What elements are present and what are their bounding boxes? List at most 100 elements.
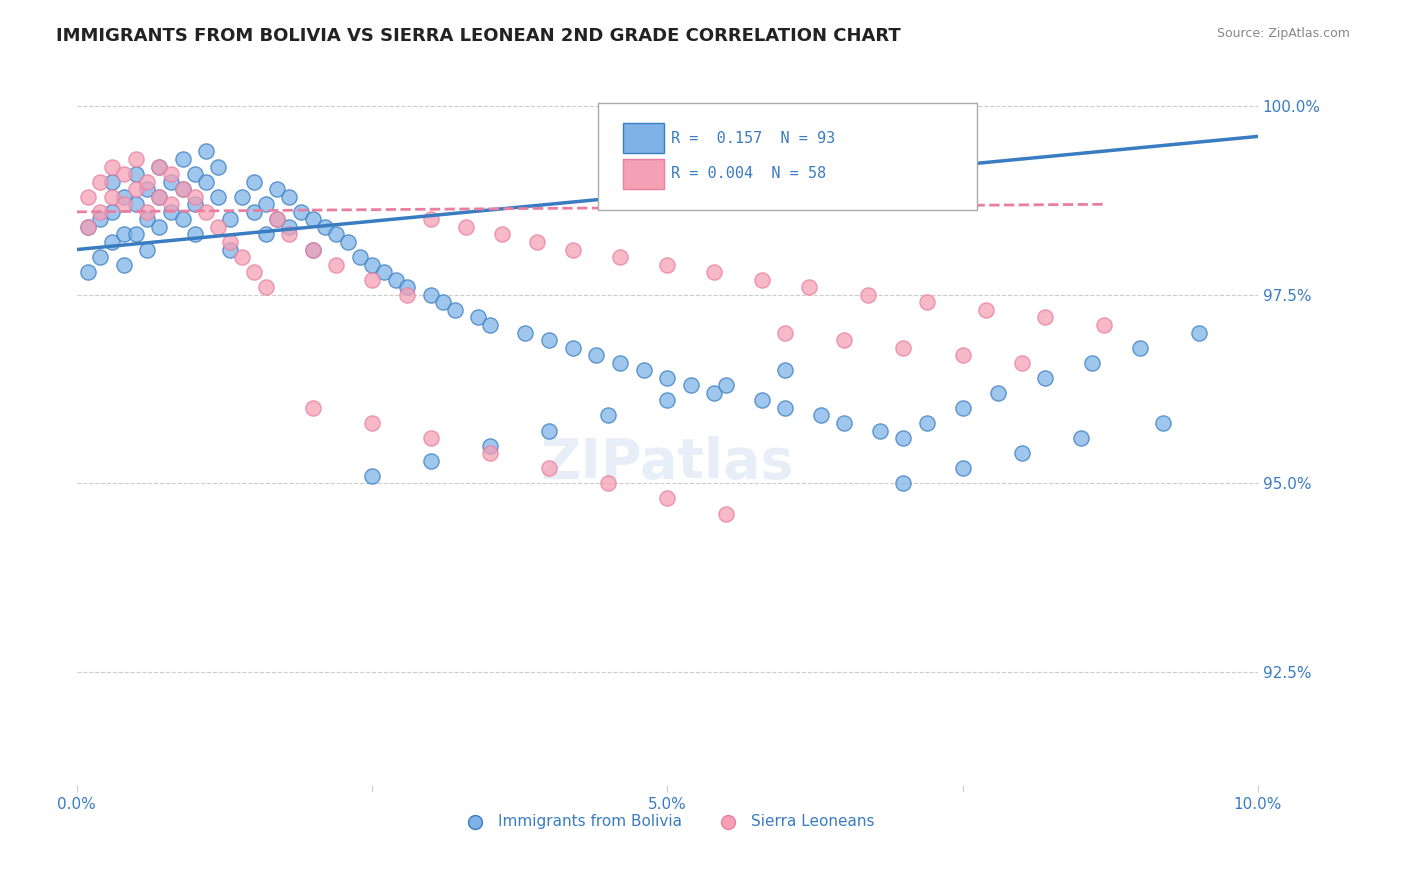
Point [219,243,242,257]
Point [703,385,725,400]
Point [987,385,1010,400]
Point [585,348,607,362]
Point [679,378,702,392]
Point [195,175,218,189]
Point [479,446,502,460]
Point [479,439,502,453]
Point [207,219,229,234]
Point [148,160,170,174]
Point [266,182,288,196]
Point [124,227,146,242]
Point [254,227,277,242]
Point [538,461,561,475]
Point [290,204,312,219]
Point [242,204,264,219]
Point [124,182,146,196]
Point [420,212,443,227]
Point [172,212,194,227]
Point [148,190,170,204]
Point [598,409,620,423]
Point [716,378,738,392]
Point [657,393,679,408]
Point [1081,356,1104,370]
Point [1033,310,1056,325]
Point [301,401,323,415]
Point [538,333,561,347]
Point [915,416,938,430]
Point [657,258,679,272]
Point [77,265,100,279]
Point [633,363,655,377]
Point [101,235,124,249]
Point [1011,446,1033,460]
Point [856,287,879,301]
Point [775,401,797,415]
Point [207,160,229,174]
Point [195,145,218,159]
Point [89,175,111,189]
Point [301,212,323,227]
Point [183,190,205,204]
Point [952,461,974,475]
Point [420,454,443,468]
Point [869,424,891,438]
Point [360,468,382,483]
Point [124,197,146,211]
Point [112,197,135,211]
Point [432,295,454,310]
Point [797,280,820,294]
Point [124,167,146,181]
Point [491,227,513,242]
Point [915,295,938,310]
Point [242,175,264,189]
Point [77,190,100,204]
Point [136,243,159,257]
Point [325,227,347,242]
Point [810,409,832,423]
Point [893,431,915,445]
Point [609,356,631,370]
Point [893,476,915,491]
Point [443,302,465,317]
Point [893,341,915,355]
Point [136,212,159,227]
Text: IMMIGRANTS FROM BOLIVIA VS SIERRA LEONEAN 2ND GRADE CORRELATION CHART: IMMIGRANTS FROM BOLIVIA VS SIERRA LEONEA… [56,27,901,45]
Point [301,243,323,257]
Point [1033,371,1056,385]
Point [1188,326,1211,340]
Point [657,371,679,385]
Point [219,235,242,249]
Point [538,424,561,438]
Point [112,258,135,272]
Point [148,160,170,174]
Point [1152,416,1174,430]
Point [301,243,323,257]
Point [183,167,205,181]
Point [89,204,111,219]
Point [1092,318,1115,332]
Point [834,416,856,430]
Point [278,219,301,234]
Point [242,265,264,279]
Point [148,219,170,234]
Point [101,160,124,174]
Point [396,287,419,301]
Point [1129,341,1152,355]
Point [834,333,856,347]
Point [112,227,135,242]
Point [254,280,277,294]
Point [657,491,679,506]
Point [609,250,631,264]
Point [515,326,537,340]
Point [266,212,288,227]
Point [561,243,583,257]
Point [373,265,395,279]
Point [136,175,159,189]
Point [384,273,406,287]
Point [77,219,100,234]
Point [172,152,194,166]
Point [160,167,183,181]
Point [89,250,111,264]
Point [1011,356,1033,370]
Point [598,476,620,491]
